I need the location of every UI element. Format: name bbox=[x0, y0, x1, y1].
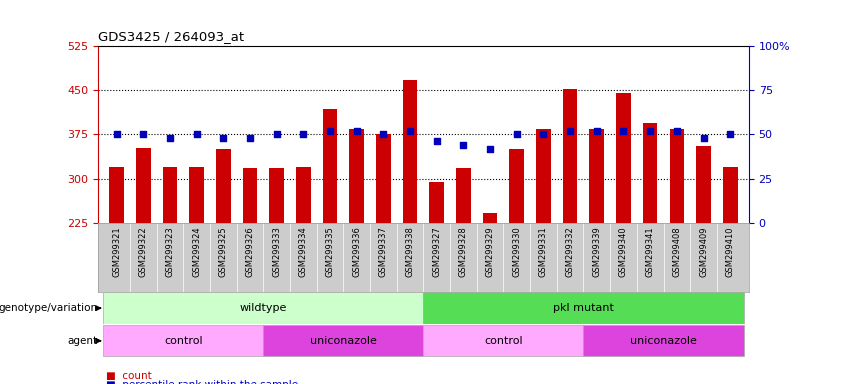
Bar bbox=[403, 79, 417, 223]
Text: uniconazole: uniconazole bbox=[630, 336, 697, 346]
Bar bbox=[424, 293, 744, 324]
Bar bbox=[263, 325, 424, 356]
Text: GSM299331: GSM299331 bbox=[539, 226, 548, 277]
Point bbox=[376, 131, 390, 137]
Point bbox=[350, 128, 363, 134]
Text: GSM299338: GSM299338 bbox=[406, 226, 414, 277]
Point bbox=[403, 128, 417, 134]
Bar bbox=[163, 167, 177, 223]
Point bbox=[723, 131, 737, 137]
Point bbox=[296, 131, 310, 137]
Point bbox=[243, 135, 257, 141]
Bar bbox=[424, 325, 584, 356]
Text: GSM299326: GSM299326 bbox=[245, 226, 254, 277]
Point bbox=[136, 131, 150, 137]
Bar bbox=[103, 325, 263, 356]
Bar bbox=[189, 167, 204, 223]
Bar bbox=[216, 149, 231, 223]
Point bbox=[216, 135, 230, 141]
Text: agent: agent bbox=[67, 336, 97, 346]
Text: control: control bbox=[164, 336, 203, 346]
Point bbox=[670, 128, 683, 134]
Point bbox=[697, 135, 711, 141]
Text: GSM299333: GSM299333 bbox=[272, 226, 281, 277]
Text: GSM299341: GSM299341 bbox=[646, 226, 654, 277]
Text: GDS3425 / 264093_at: GDS3425 / 264093_at bbox=[98, 30, 244, 43]
Text: GSM299323: GSM299323 bbox=[165, 226, 174, 277]
Bar bbox=[563, 89, 578, 223]
Bar bbox=[136, 148, 151, 223]
Point bbox=[323, 128, 337, 134]
Text: genotype/variation: genotype/variation bbox=[0, 303, 97, 313]
Text: GSM299324: GSM299324 bbox=[192, 226, 201, 277]
Bar bbox=[536, 129, 551, 223]
Bar bbox=[103, 293, 424, 324]
Bar bbox=[430, 182, 444, 223]
Text: GSM299408: GSM299408 bbox=[672, 226, 682, 277]
Text: GSM299322: GSM299322 bbox=[139, 226, 148, 277]
Point bbox=[430, 138, 443, 144]
Text: GSM299321: GSM299321 bbox=[112, 226, 121, 277]
Point bbox=[643, 128, 657, 134]
Text: GSM299339: GSM299339 bbox=[592, 226, 602, 277]
Bar bbox=[243, 168, 257, 223]
Text: GSM299329: GSM299329 bbox=[486, 226, 494, 277]
Text: GSM299336: GSM299336 bbox=[352, 226, 361, 277]
Text: GSM299328: GSM299328 bbox=[459, 226, 468, 277]
Text: GSM299335: GSM299335 bbox=[325, 226, 334, 277]
Text: GSM299332: GSM299332 bbox=[566, 226, 574, 277]
Point bbox=[457, 142, 471, 148]
Bar bbox=[349, 129, 364, 223]
Text: GSM299325: GSM299325 bbox=[219, 226, 228, 277]
Bar bbox=[456, 168, 471, 223]
Text: GSM299334: GSM299334 bbox=[299, 226, 308, 277]
Bar bbox=[584, 325, 744, 356]
Text: GSM299340: GSM299340 bbox=[619, 226, 628, 277]
Text: pkl mutant: pkl mutant bbox=[553, 303, 614, 313]
Bar bbox=[376, 134, 391, 223]
Text: ■  percentile rank within the sample: ■ percentile rank within the sample bbox=[106, 380, 299, 384]
Point bbox=[270, 131, 283, 137]
Bar bbox=[483, 213, 498, 223]
Bar bbox=[670, 129, 684, 223]
Text: ■  count: ■ count bbox=[106, 371, 152, 381]
Text: GSM299327: GSM299327 bbox=[432, 226, 441, 277]
Point bbox=[110, 131, 123, 137]
Bar bbox=[643, 122, 658, 223]
Bar bbox=[269, 168, 284, 223]
Bar bbox=[616, 93, 631, 223]
Text: GSM299337: GSM299337 bbox=[379, 226, 388, 277]
Point bbox=[163, 135, 177, 141]
Point bbox=[510, 131, 523, 137]
Bar bbox=[296, 167, 311, 223]
Text: GSM299409: GSM299409 bbox=[699, 226, 708, 277]
Point bbox=[483, 146, 497, 152]
Bar bbox=[590, 129, 604, 223]
Text: GSM299330: GSM299330 bbox=[512, 226, 522, 277]
Point bbox=[190, 131, 203, 137]
Point bbox=[617, 128, 631, 134]
Text: GSM299410: GSM299410 bbox=[726, 226, 734, 277]
Text: control: control bbox=[484, 336, 523, 346]
Point bbox=[563, 128, 577, 134]
Point bbox=[537, 131, 551, 137]
Text: wildtype: wildtype bbox=[240, 303, 287, 313]
Bar bbox=[323, 109, 337, 223]
Bar bbox=[722, 167, 738, 223]
Text: uniconazole: uniconazole bbox=[310, 336, 377, 346]
Bar bbox=[510, 149, 524, 223]
Bar bbox=[696, 146, 711, 223]
Bar bbox=[109, 167, 124, 223]
Point bbox=[590, 128, 603, 134]
